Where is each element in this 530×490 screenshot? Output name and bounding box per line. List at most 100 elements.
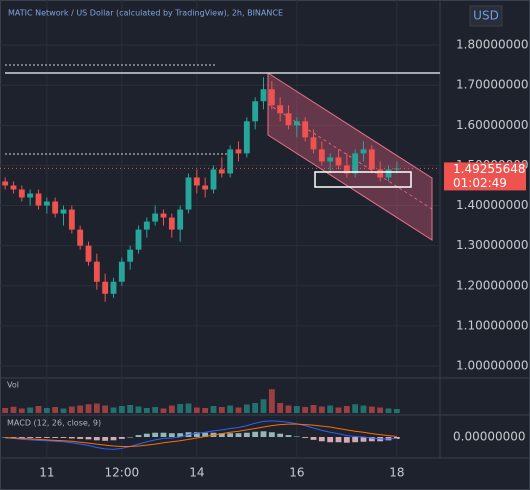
- volume-bar: [85, 404, 92, 413]
- candle-body: [368, 149, 375, 170]
- volume-bar: [10, 406, 17, 413]
- macd-histogram-bar: [160, 432, 167, 437]
- macd-histogram-bar: [52, 437, 59, 438]
- candle-body: [2, 181, 9, 186]
- volume-bar: [102, 405, 109, 413]
- candle-body: [335, 157, 342, 166]
- volume-bar: [18, 408, 25, 413]
- candle-body: [118, 261, 125, 282]
- macd-histogram-bar: [335, 437, 342, 443]
- macd-histogram-bar: [393, 437, 400, 439]
- macd-histogram-bar: [202, 432, 209, 437]
- volume-bar: [343, 406, 350, 413]
- macd-histogram-bar: [235, 433, 242, 437]
- x-tick-label: 18: [389, 466, 404, 480]
- volume-bar: [335, 407, 342, 413]
- last-price: 1.49255648: [453, 162, 526, 176]
- candle-body: [68, 209, 75, 230]
- macd-histogram-bar: [243, 432, 250, 437]
- candle-body: [143, 221, 150, 230]
- volume-bar: [202, 408, 209, 413]
- candle-body: [160, 213, 167, 218]
- candle-body: [252, 101, 259, 122]
- macd-histogram-bar: [152, 432, 159, 437]
- macd-histogram-bar: [168, 433, 175, 437]
- candle-body: [318, 149, 325, 162]
- candle-body: [152, 213, 159, 222]
- volume-bar: [185, 403, 192, 413]
- macd-histogram-bar: [293, 436, 300, 438]
- x-tick-label: 12:00: [105, 466, 140, 480]
- y-tick-label: 1.70000000: [456, 78, 529, 92]
- y-tick-label: 1.40000000: [456, 198, 529, 212]
- volume-bar: [193, 407, 200, 413]
- macd-histogram-bar: [227, 433, 234, 437]
- macd-histogram-bar: [102, 437, 109, 441]
- candles: [0, 77, 440, 302]
- candle-body: [243, 121, 250, 154]
- macd-histogram-bar: [85, 437, 92, 440]
- candle-body: [385, 169, 392, 178]
- volume-bar: [227, 405, 234, 413]
- currency-box[interactable]: [469, 5, 503, 27]
- macd-histogram-bar: [35, 437, 42, 438]
- macd-histogram-bar: [360, 437, 367, 442]
- candle-body: [302, 121, 309, 138]
- volume-bar: [268, 389, 275, 413]
- candle-body: [260, 89, 267, 102]
- candle-body: [35, 193, 42, 206]
- candle-body: [377, 169, 384, 178]
- volume-bar: [218, 407, 225, 413]
- volume-bar: [152, 407, 159, 413]
- volume-bar: [285, 405, 292, 413]
- macd-histogram-bar: [352, 437, 359, 443]
- volume-bar: [360, 405, 367, 413]
- volume-bar: [243, 404, 250, 413]
- macd-histogram-bar: [310, 437, 317, 440]
- macd-histogram-bar: [10, 437, 17, 438]
- macd-histogram-bar: [193, 432, 200, 437]
- candle-body: [60, 209, 67, 214]
- x-tick-label: 16: [289, 466, 304, 480]
- volume-bar: [93, 403, 100, 413]
- currency[interactable]: USD: [473, 9, 499, 23]
- candle-body: [127, 249, 134, 262]
- candle-body: [168, 217, 175, 230]
- candle-body: [18, 189, 25, 198]
- volume-bar: [127, 405, 134, 413]
- macd-histogram-bar: [285, 435, 292, 437]
- macd-histogram-bar: [277, 433, 284, 437]
- macd-histogram-bar: [143, 433, 150, 437]
- macd-histogram-bar: [318, 437, 325, 442]
- macd-histogram-bar: [343, 437, 350, 443]
- volume-bar: [277, 403, 284, 413]
- macd-histogram-bar: [127, 437, 134, 438]
- volume-bar: [143, 408, 150, 413]
- candle-body: [185, 177, 192, 210]
- y-tick-label: 1.20000000: [456, 278, 529, 292]
- volume-bar: [35, 406, 42, 413]
- volume-bar: [377, 407, 384, 413]
- macd-line: [5, 420, 397, 450]
- last-price-box: [444, 162, 526, 191]
- candle-body: [10, 185, 17, 190]
- volume-bar: [210, 406, 217, 413]
- countdown: 01:02:49: [453, 176, 507, 190]
- macd-histogram-bar: [68, 437, 75, 439]
- grid: [0, 0, 440, 458]
- volume-bar: [235, 407, 242, 413]
- candle-body: [110, 281, 117, 294]
- volume-bar: [310, 405, 317, 413]
- y-tick-label: 1.60000000: [456, 118, 529, 132]
- macd-histogram-bar: [77, 437, 84, 439]
- volume-bar: [118, 406, 125, 413]
- x-tick-label: 14: [189, 466, 204, 480]
- volume-bar: [52, 407, 59, 413]
- volume-bar: [77, 405, 84, 413]
- volume-bar: [135, 406, 142, 413]
- last-price-label: 1.49255648 01:02:49: [444, 162, 526, 191]
- x-tick-label: 11: [39, 466, 54, 480]
- macd-histogram-bar: [177, 433, 184, 437]
- macd-histogram-bar: [302, 437, 309, 438]
